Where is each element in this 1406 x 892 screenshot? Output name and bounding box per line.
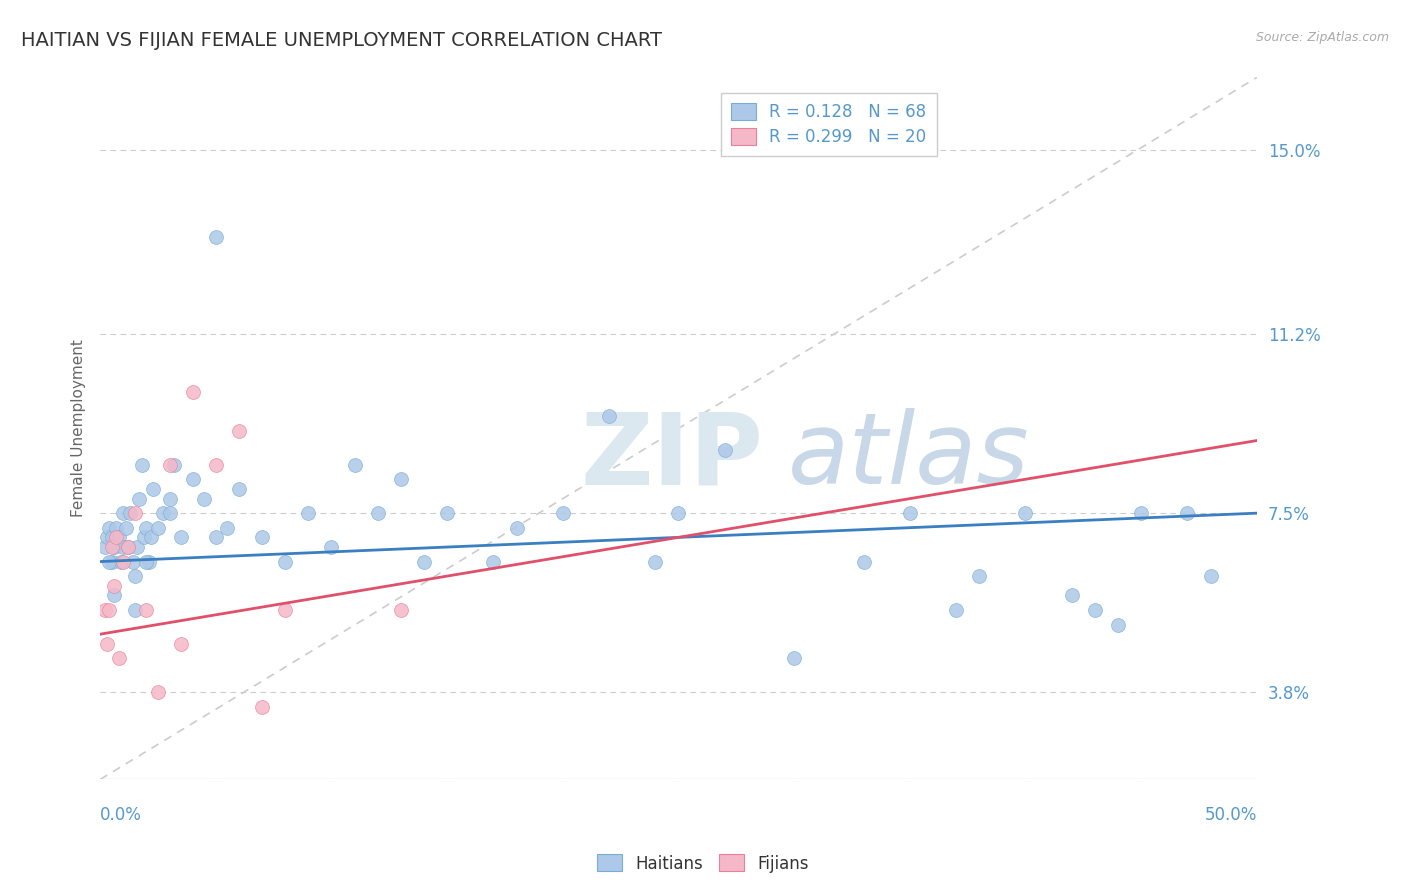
Point — [117, 540, 139, 554]
Text: Source: ZipAtlas.com: Source: ZipAtlas.com — [1256, 31, 1389, 45]
Point — [135, 603, 157, 617]
Point — [1060, 589, 1083, 603]
Point — [945, 603, 967, 617]
Point — [598, 409, 620, 424]
Point — [170, 530, 193, 544]
Point — [139, 530, 162, 544]
Point — [181, 472, 204, 486]
Point — [159, 458, 181, 472]
Point — [1084, 603, 1107, 617]
Point — [181, 385, 204, 400]
Point — [96, 637, 118, 651]
Point — [551, 506, 574, 520]
Point — [668, 506, 690, 520]
Y-axis label: Female Unemployment: Female Unemployment — [72, 340, 86, 517]
Point — [117, 540, 139, 554]
Point — [1107, 617, 1129, 632]
Point — [103, 579, 125, 593]
Point — [135, 521, 157, 535]
Point — [204, 230, 226, 244]
Point — [297, 506, 319, 520]
Text: ZIP: ZIP — [581, 408, 763, 505]
Point — [713, 443, 735, 458]
Point — [124, 569, 146, 583]
Text: HAITIAN VS FIJIAN FEMALE UNEMPLOYMENT CORRELATION CHART: HAITIAN VS FIJIAN FEMALE UNEMPLOYMENT CO… — [21, 31, 662, 50]
Point — [124, 506, 146, 520]
Point — [204, 458, 226, 472]
Point — [105, 530, 128, 544]
Point — [107, 530, 129, 544]
Point — [112, 540, 135, 554]
Point — [1130, 506, 1153, 520]
Point — [274, 555, 297, 569]
Point — [482, 555, 505, 569]
Legend: R = 0.128   N = 68, R = 0.299   N = 20: R = 0.128 N = 68, R = 0.299 N = 20 — [721, 93, 936, 156]
Point — [96, 530, 118, 544]
Text: 0.0%: 0.0% — [100, 806, 142, 824]
Point — [389, 603, 412, 617]
Point — [159, 506, 181, 520]
Point — [98, 521, 121, 535]
Point — [1199, 569, 1222, 583]
Point — [321, 540, 343, 554]
Point — [1014, 506, 1036, 520]
Point — [127, 540, 149, 554]
Point — [170, 637, 193, 651]
Point — [274, 603, 297, 617]
Point — [217, 521, 239, 535]
Point — [94, 540, 117, 554]
Point — [131, 458, 153, 472]
Point — [343, 458, 366, 472]
Point — [163, 458, 186, 472]
Point — [100, 540, 122, 554]
Point — [783, 651, 806, 665]
Point — [112, 555, 135, 569]
Point — [120, 506, 142, 520]
Point — [146, 521, 169, 535]
Point — [114, 521, 136, 535]
Point — [228, 482, 250, 496]
Legend: Haitians, Fijians: Haitians, Fijians — [591, 847, 815, 880]
Point — [250, 699, 273, 714]
Point — [1177, 506, 1199, 520]
Point — [103, 589, 125, 603]
Point — [146, 685, 169, 699]
Point — [898, 506, 921, 520]
Point — [204, 530, 226, 544]
Point — [138, 555, 160, 569]
Point — [389, 472, 412, 486]
Point — [110, 555, 132, 569]
Text: atlas: atlas — [789, 408, 1031, 505]
Point — [250, 530, 273, 544]
Point — [100, 555, 122, 569]
Point — [100, 530, 122, 544]
Point — [367, 506, 389, 520]
Point — [413, 555, 436, 569]
Point — [128, 491, 150, 506]
Point — [505, 521, 527, 535]
Point — [103, 540, 125, 554]
Point — [436, 506, 458, 520]
Point — [159, 491, 181, 506]
Point — [132, 530, 155, 544]
Point — [228, 424, 250, 438]
Point — [644, 555, 666, 569]
Point — [193, 491, 215, 506]
Point — [124, 603, 146, 617]
Text: 50.0%: 50.0% — [1205, 806, 1257, 824]
Point — [98, 603, 121, 617]
Point — [98, 555, 121, 569]
Point — [142, 482, 165, 496]
Point — [105, 521, 128, 535]
Point — [967, 569, 990, 583]
Point — [852, 555, 875, 569]
Point — [112, 506, 135, 520]
Point — [107, 651, 129, 665]
Point — [152, 506, 174, 520]
Point — [135, 555, 157, 569]
Point — [121, 555, 143, 569]
Point — [94, 603, 117, 617]
